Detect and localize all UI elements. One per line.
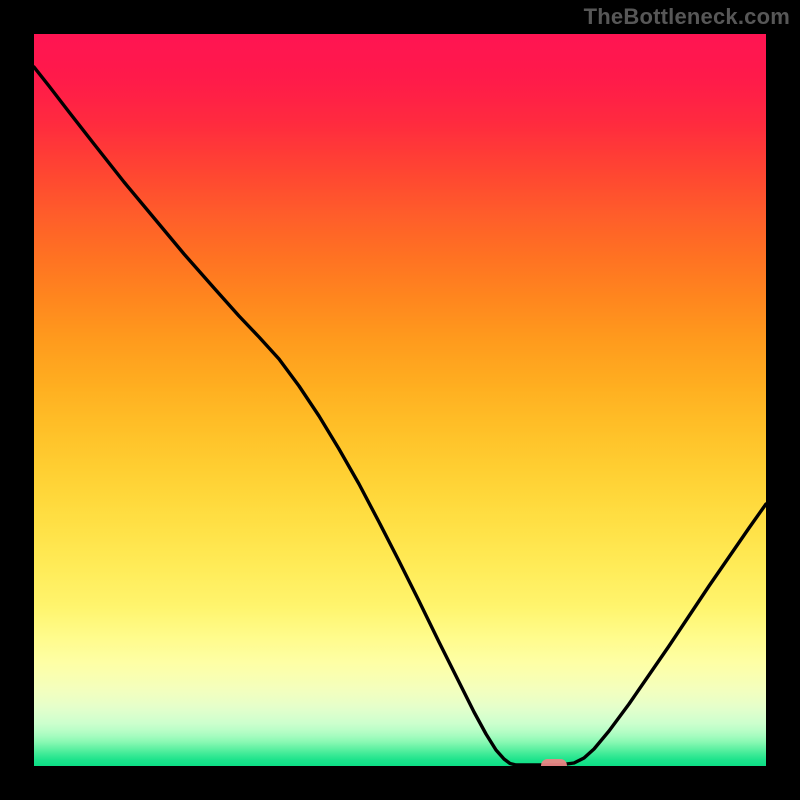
watermark-text: TheBottleneck.com [584,4,790,30]
bottleneck-curve [34,34,766,766]
frame-right [766,0,800,800]
frame-bottom [0,766,800,800]
bottleneck-chart-root: TheBottleneck.com [0,0,800,800]
plot-area [34,34,766,766]
frame-left [0,0,34,800]
optimal-marker [541,759,567,767]
curve-path [34,67,766,765]
